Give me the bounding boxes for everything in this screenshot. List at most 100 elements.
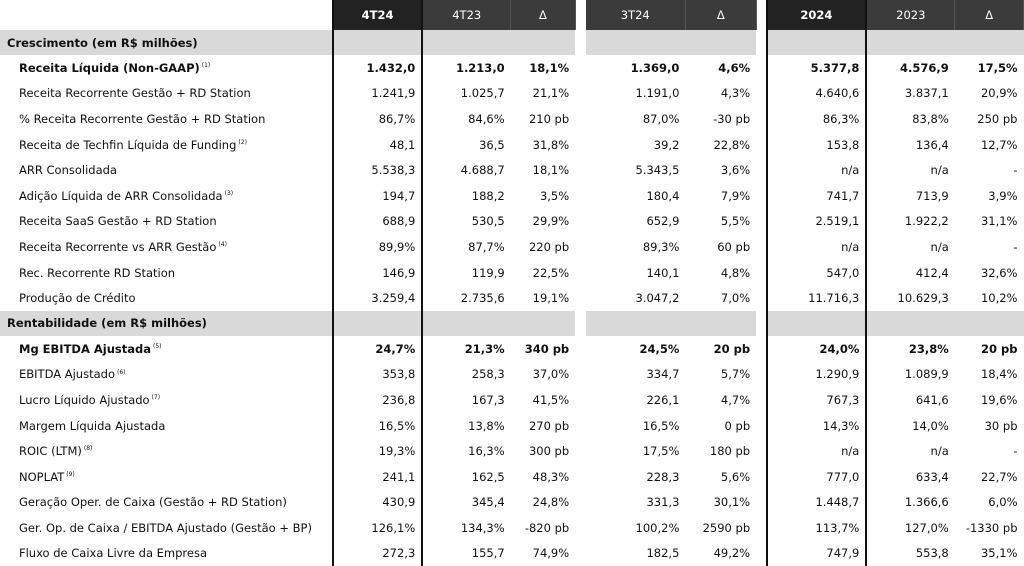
cell-delta-3t: 3,6% [720, 163, 751, 178]
cell-3t24: 17,5% [642, 444, 680, 459]
row-label-text: Ger. Op. de Caixa / EBITDA Ajustado (Ges… [19, 520, 312, 535]
cell-2023: 1.366,6 [904, 495, 949, 510]
table-row: % Receita Recorrente Gestão + RD Station… [0, 106, 1024, 132]
row-label: EBITDA Ajustado (6) [0, 362, 333, 388]
column-gap [575, 106, 585, 132]
cell-4t24: 89,9% [331, 234, 424, 260]
cell-3t24: 100,2% [635, 520, 680, 535]
cell-delta-year: 22,7% [980, 469, 1018, 484]
column-gap [756, 106, 766, 132]
column-gap [756, 183, 766, 209]
cell-delta-4t: 300 pb [528, 444, 570, 459]
cell-2024: 767,3 [765, 387, 868, 413]
cell-2023: 127,0% [904, 520, 949, 535]
cell-4t24: 430,9 [331, 489, 424, 516]
column-gap [575, 387, 585, 413]
row-label: Receita Recorrente vs ARR Gestão (4) [0, 234, 333, 260]
cell-4t24: 16,5% [331, 412, 424, 439]
cell-2024: 153,8 [765, 131, 868, 158]
column-gap [575, 464, 585, 490]
header-3t24: 3T24 [585, 0, 686, 30]
row-label: % Receita Recorrente Gestão + RD Station [0, 106, 333, 132]
cell-delta-year: 32,6% [980, 265, 1018, 280]
cell-4t24: 353,8 [331, 361, 424, 388]
cell-delta-4t: 340 pb [524, 341, 570, 356]
cell-4t24: 241,1 [331, 463, 424, 490]
cell-3t24: 24,5% [639, 341, 680, 356]
row-label-text: Mg EBITDA Ajustada [19, 341, 151, 356]
cell-delta-year: 19,6% [980, 392, 1018, 407]
table-row: Receita Recorrente Gestão + RD Station 1.… [0, 80, 1024, 107]
cell-3t24: 3.047,2 [635, 291, 680, 306]
section-cell [954, 30, 1024, 55]
cell-delta-3t: 0 pb [724, 418, 751, 433]
column-gap [756, 81, 766, 107]
cell-delta-year: 18,4% [980, 367, 1018, 382]
column-gap [575, 541, 585, 566]
cell-delta-year: 17,5% [977, 60, 1018, 75]
column-gap [756, 336, 766, 362]
column-gap [756, 285, 766, 311]
cell-3t24: 16,5% [642, 418, 680, 433]
cell-2023: 10.629,3 [897, 291, 949, 306]
cell-delta-4t: -820 pb [524, 520, 570, 535]
cell-2024: 4.640,6 [765, 80, 868, 107]
cell-4t23: 530,5 [471, 214, 505, 229]
row-label-text: Lucro Líquido Ajustado [19, 392, 150, 407]
column-gap [575, 157, 585, 183]
column-gap [756, 541, 766, 566]
row-label-text: % Receita Recorrente Gestão + RD Station [19, 111, 266, 126]
table-row: Mg EBITDA Ajustada (5) 24,7% 21,3% 340 pb 24,… [0, 335, 1024, 362]
cell-delta-year: 250 pb [977, 111, 1018, 126]
row-label: NOPLAT (9) [0, 464, 333, 490]
cell-delta-year: 20 pb [981, 341, 1018, 356]
header-delta-3t: Δ [685, 0, 757, 30]
cell-2023: 633,4 [915, 469, 949, 484]
column-gap [756, 515, 766, 541]
cell-3t24: 226,1 [646, 392, 680, 407]
cell-3t24: 228,3 [646, 469, 680, 484]
row-label-text: NOPLAT [19, 469, 65, 484]
row-label-text: Rec. Recorrente RD Station [19, 265, 176, 280]
cell-3t24: 87,0% [642, 111, 680, 126]
header-gap [575, 0, 586, 30]
cell-delta-4t: 24,8% [532, 495, 570, 510]
cell-delta-3t: 5,5% [720, 214, 751, 229]
column-gap [756, 413, 766, 439]
row-label: ROIC (LTM) (8) [0, 438, 333, 464]
cell-delta-3t: 7,0% [720, 291, 751, 306]
cell-delta-year: 35,1% [980, 546, 1018, 561]
row-label-text: EBITDA Ajustado [19, 367, 115, 382]
table-row: Receita de Techfin Líquida de Funding (2)… [0, 131, 1024, 158]
cell-delta-year: 12,7% [980, 137, 1018, 152]
row-label: Margem Líquida Ajustada [0, 413, 333, 439]
column-gap [575, 310, 586, 336]
table-row: ARR Consolidada 5.538,3 4.688,7 18,1% 5.343,… [0, 157, 1024, 183]
column-gap [756, 55, 766, 81]
cell-delta-3t: 180 pb [709, 444, 751, 459]
cell-delta-3t: 30,1% [713, 495, 751, 510]
column-gap [575, 336, 585, 362]
cell-2023: 412,4 [915, 265, 949, 280]
cell-3t24: 39,2 [653, 137, 680, 152]
column-gap [575, 413, 585, 439]
column-gap [756, 234, 766, 260]
table-row: Ger. Op. de Caixa / EBITDA Ajustado (Ges… [0, 515, 1024, 541]
cell-delta-4t: 3,5% [539, 188, 570, 203]
cell-4t24: 24,7% [331, 335, 424, 362]
footnote-marker: (3) [224, 189, 234, 197]
cell-4t24: 19,3% [331, 438, 424, 464]
row-label-text: Margem Líquida Ajustada [19, 418, 166, 433]
cell-4t24: 1.241,9 [331, 80, 424, 107]
column-gap [575, 30, 586, 55]
cell-delta-3t: 7,9% [720, 188, 751, 203]
cell-delta-year: 3,9% [988, 188, 1018, 203]
header-4t23: 4T23 [422, 0, 512, 30]
cell-4t24: 86,7% [331, 106, 424, 132]
cell-4t24: 146,9 [331, 259, 424, 286]
cell-delta-3t: 5,6% [720, 469, 751, 484]
cell-4t23: 134,3% [460, 520, 505, 535]
table-header-row: 4T24 4T23 Δ 3T24 Δ 2024 2023 Δ [0, 0, 1024, 30]
section-cell [685, 30, 757, 55]
